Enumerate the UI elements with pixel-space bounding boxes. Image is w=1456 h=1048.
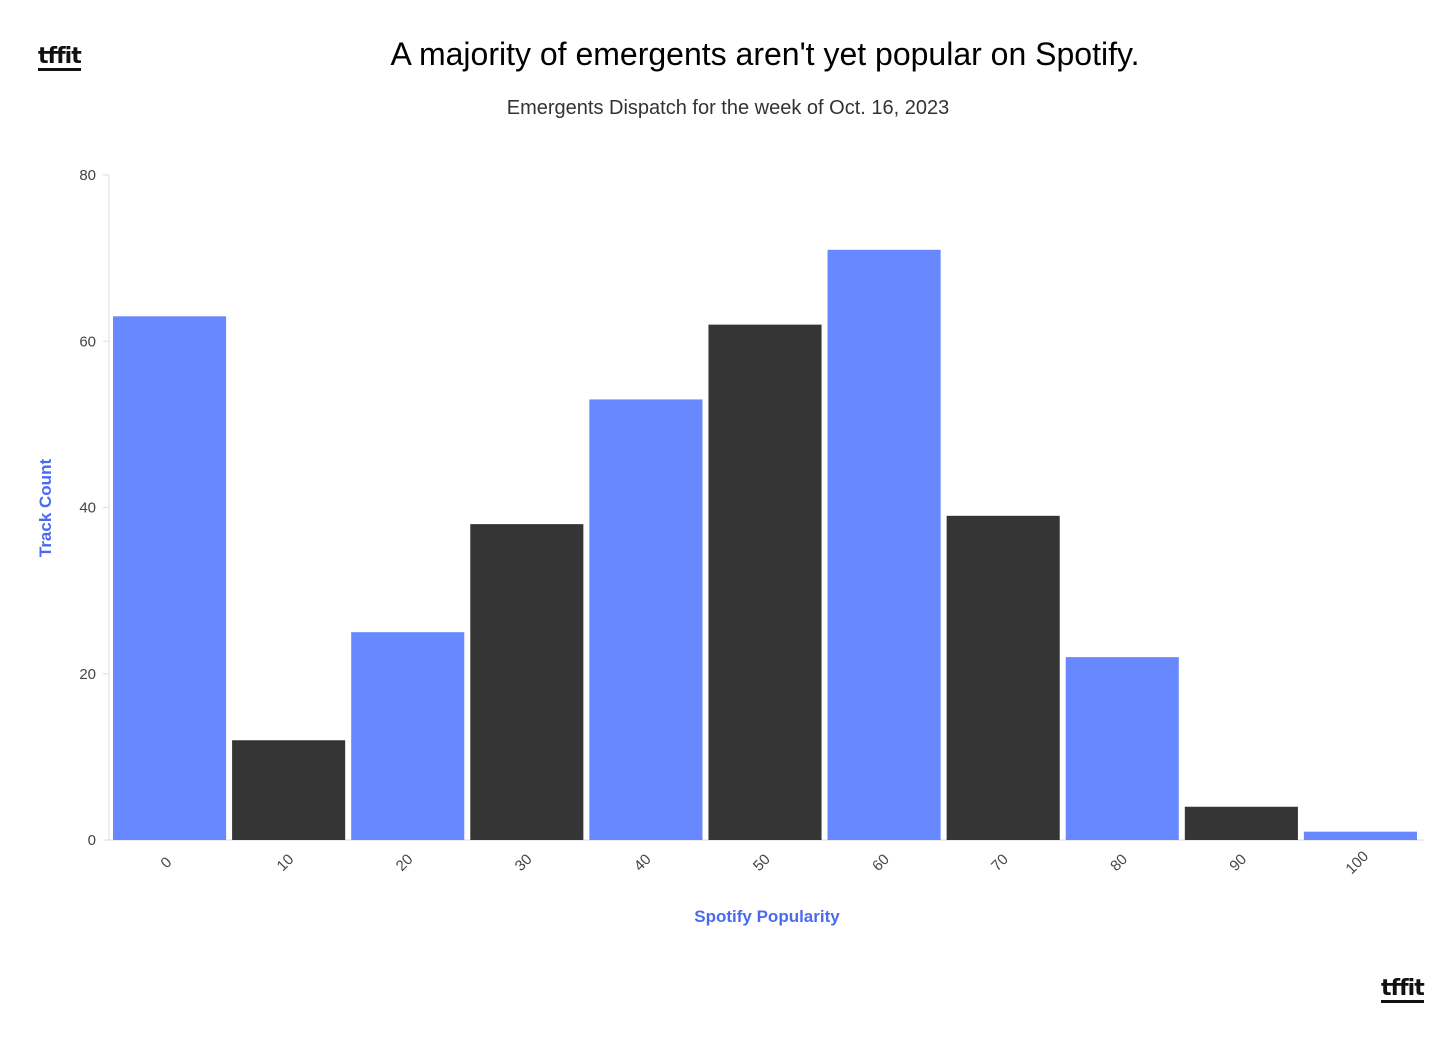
x-tick-label: 90: [1226, 851, 1250, 875]
bar-0: [113, 316, 227, 840]
y-tick-label: 0: [88, 832, 96, 849]
x-tick-label: 100: [1342, 848, 1372, 878]
bar-50: [708, 324, 822, 840]
chart-title: A majority of emergents aren't yet popul…: [390, 36, 1140, 72]
x-tick-label: 80: [1107, 851, 1131, 875]
x-tick-label: 70: [988, 851, 1012, 875]
chart-subtitle: Emergents Dispatch for the week of Oct. …: [506, 97, 950, 119]
x-ticks-group: 0 10 20 30 40 50 60 70 80 90 100: [157, 848, 1372, 878]
x-tick-label: 60: [869, 851, 893, 875]
bar-40: [589, 399, 703, 840]
bar-100: [1303, 831, 1417, 840]
footer-logo: tffit: [1381, 976, 1425, 1003]
x-tick-label: 10: [274, 851, 298, 875]
bar-20: [351, 632, 465, 840]
logo: tffit: [38, 44, 82, 71]
y-tick-label: 20: [79, 666, 96, 683]
x-axis-title: Spotify Popularity: [694, 907, 840, 926]
bar-80: [1065, 657, 1179, 840]
bar-30: [470, 524, 584, 840]
y-tick-label: 40: [79, 500, 96, 517]
x-tick-label: 50: [750, 851, 774, 875]
y-tick-label: 80: [79, 167, 96, 184]
x-tick-label: 30: [512, 851, 536, 875]
y-axis-title: Track Count: [36, 459, 55, 558]
bar-60: [827, 249, 941, 840]
x-tick-label: 40: [631, 851, 655, 875]
y-ticks-group: 0 20 40 60 80: [79, 167, 109, 849]
y-tick-label: 60: [79, 333, 96, 350]
x-tick-label: 20: [393, 851, 417, 875]
x-tick-label: 0: [157, 854, 175, 872]
bar-70: [946, 515, 1060, 840]
bar-10: [232, 740, 346, 840]
bar-90: [1184, 806, 1298, 840]
bars-group: [113, 249, 1417, 840]
